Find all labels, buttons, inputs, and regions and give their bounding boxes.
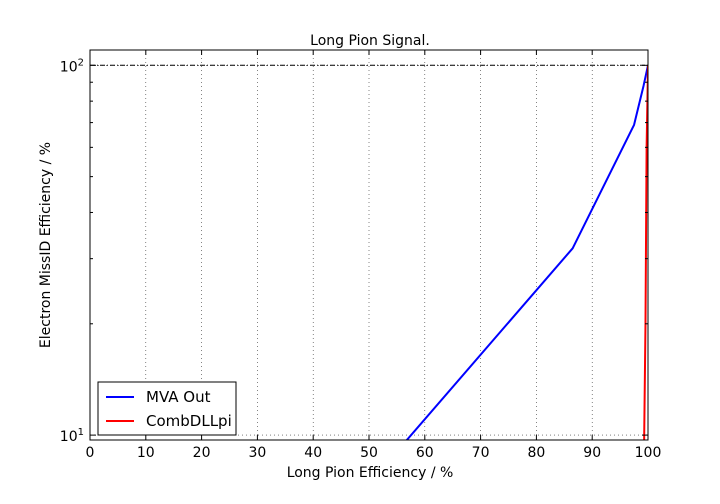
legend-label-0: MVA Out [146,388,211,406]
y-tick-label: 102 [60,57,84,75]
y-axis-title: Electron MissID Efficiency / % [38,142,54,348]
ticks: 0 10 20 30 40 50 60 70 80 90 100 101 102 [60,50,662,461]
x-tick-label: 30 [248,445,266,461]
x-tick-label: 70 [472,445,490,461]
series-line-0 [405,65,648,440]
x-tick-label: 80 [527,445,545,461]
chart-title: Long Pion Signal. [310,33,430,49]
y-tick-label: 101 [60,427,84,445]
x-tick-label: 40 [304,445,322,461]
series-line-1 [643,65,648,440]
x-axis-title: Long Pion Efficiency / % [287,465,454,481]
legend-box [97,381,237,436]
x-tick-label: 10 [137,445,155,461]
x-tick-label: 100 [635,445,662,461]
x-tick-label: 60 [416,445,434,461]
x-tick-label: 90 [583,445,601,461]
series-layer [405,65,648,440]
legend-label-1: CombDLLpi [146,412,232,430]
legend: MVA Out CombDLLpi [97,381,237,436]
x-tick-label: 0 [86,445,95,461]
x-tick-label: 20 [193,445,211,461]
x-tick-label: 50 [360,445,378,461]
